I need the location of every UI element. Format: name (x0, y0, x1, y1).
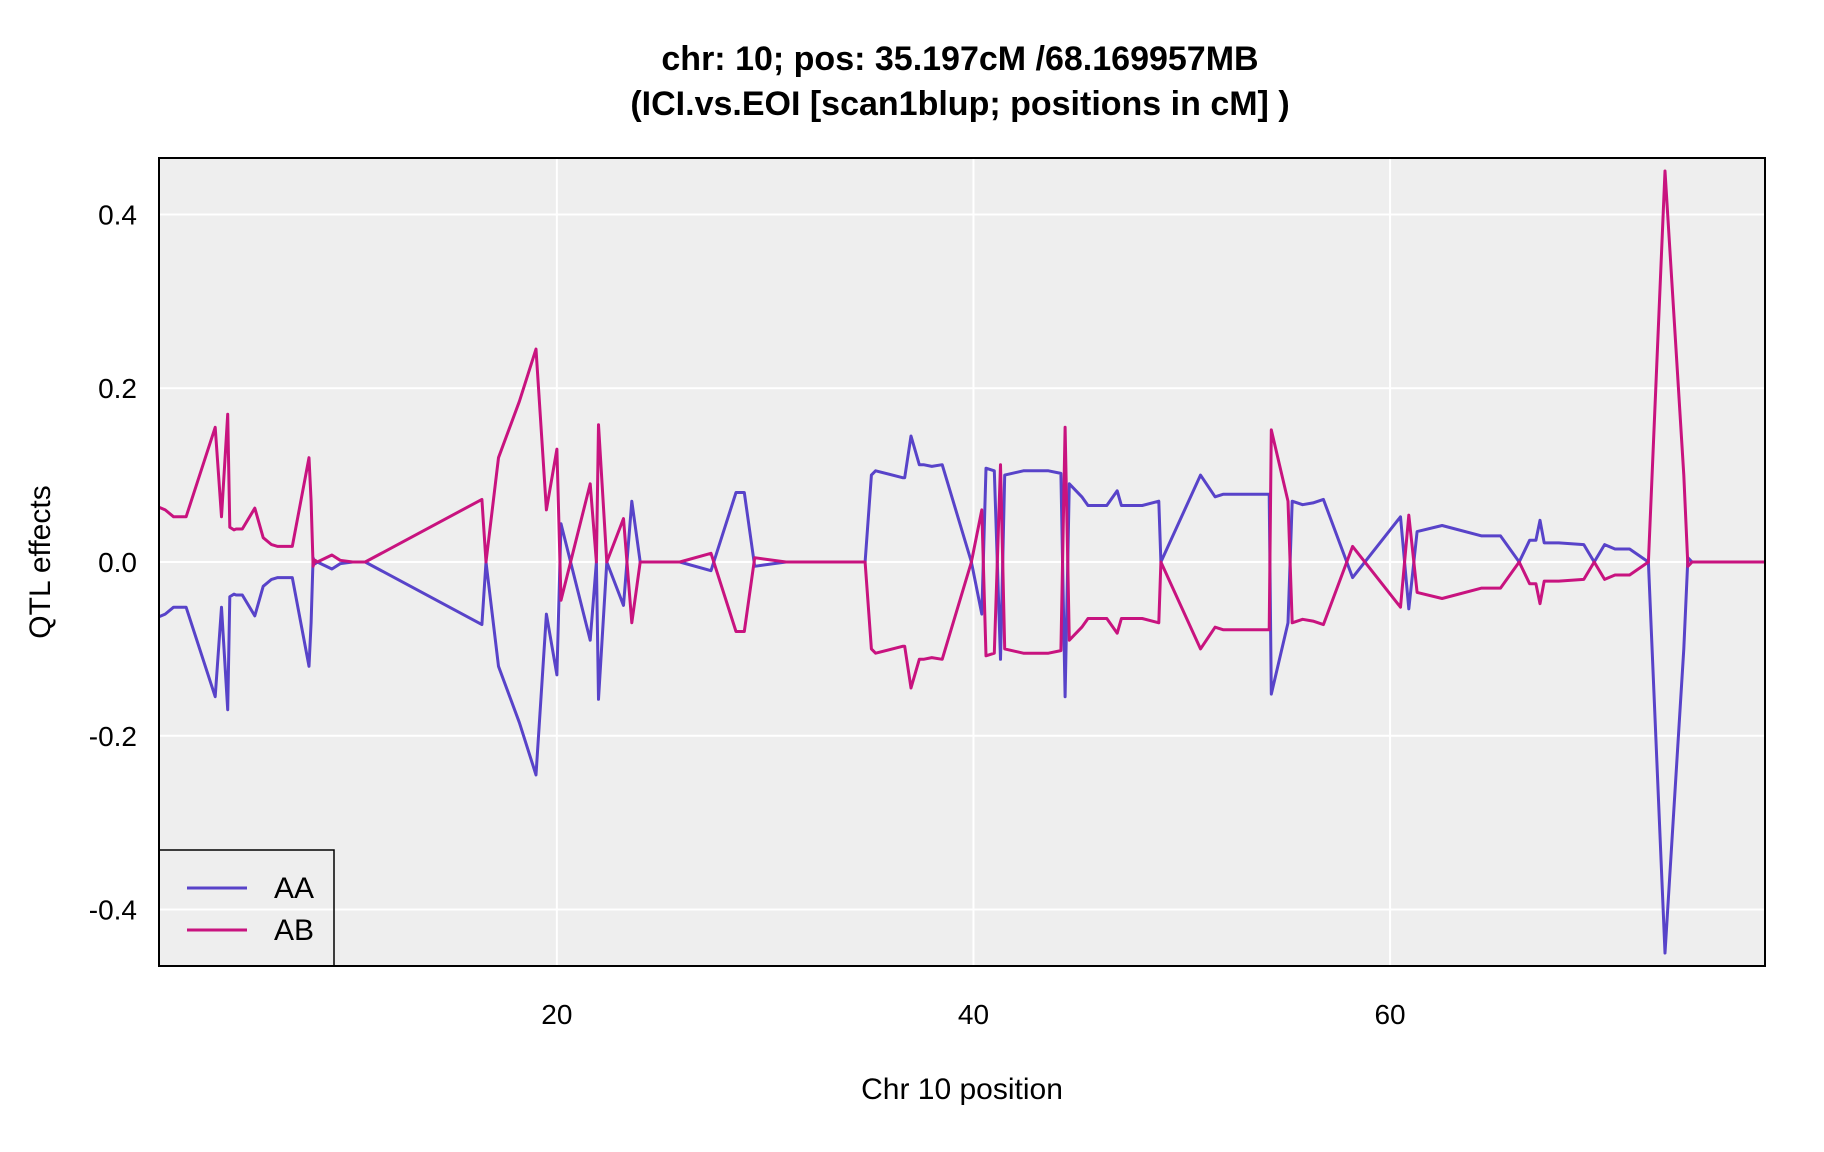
y-axis-ticks: -0.4 -0.2 0.0 0.2 0.4 (89, 199, 137, 925)
x-axis-label: Chr 10 position (861, 1073, 1063, 1106)
x-tick-label: 60 (1374, 999, 1405, 1030)
series-line-ab (158, 169, 1765, 690)
y-tick-label: 0.2 (98, 373, 137, 404)
y-tick-label: -0.4 (89, 895, 137, 926)
y-tick-label: 0.4 (98, 199, 137, 230)
y-tick-label: 0.0 (98, 547, 137, 578)
series-lines (158, 169, 1765, 955)
x-tick-label: 40 (958, 999, 989, 1030)
x-axis-ticks: 20 40 60 (541, 999, 1405, 1030)
legend: AA AB (158, 849, 335, 967)
grid-lines (159, 158, 1765, 966)
y-axis-label: QTL effects (24, 485, 57, 638)
legend-label-ab: AB (274, 914, 314, 947)
chart-title: chr: 10; pos: 35.197cM /68.169957MB (661, 40, 1258, 78)
chart-subtitle: (ICI.vs.EOI [scan1blup; positions in cM]… (630, 85, 1289, 123)
x-tick-label: 20 (541, 999, 572, 1030)
y-tick-label: -0.2 (89, 721, 137, 752)
legend-label-aa: AA (274, 872, 314, 905)
plot-frame (158, 157, 1766, 967)
legend-box (158, 849, 335, 967)
